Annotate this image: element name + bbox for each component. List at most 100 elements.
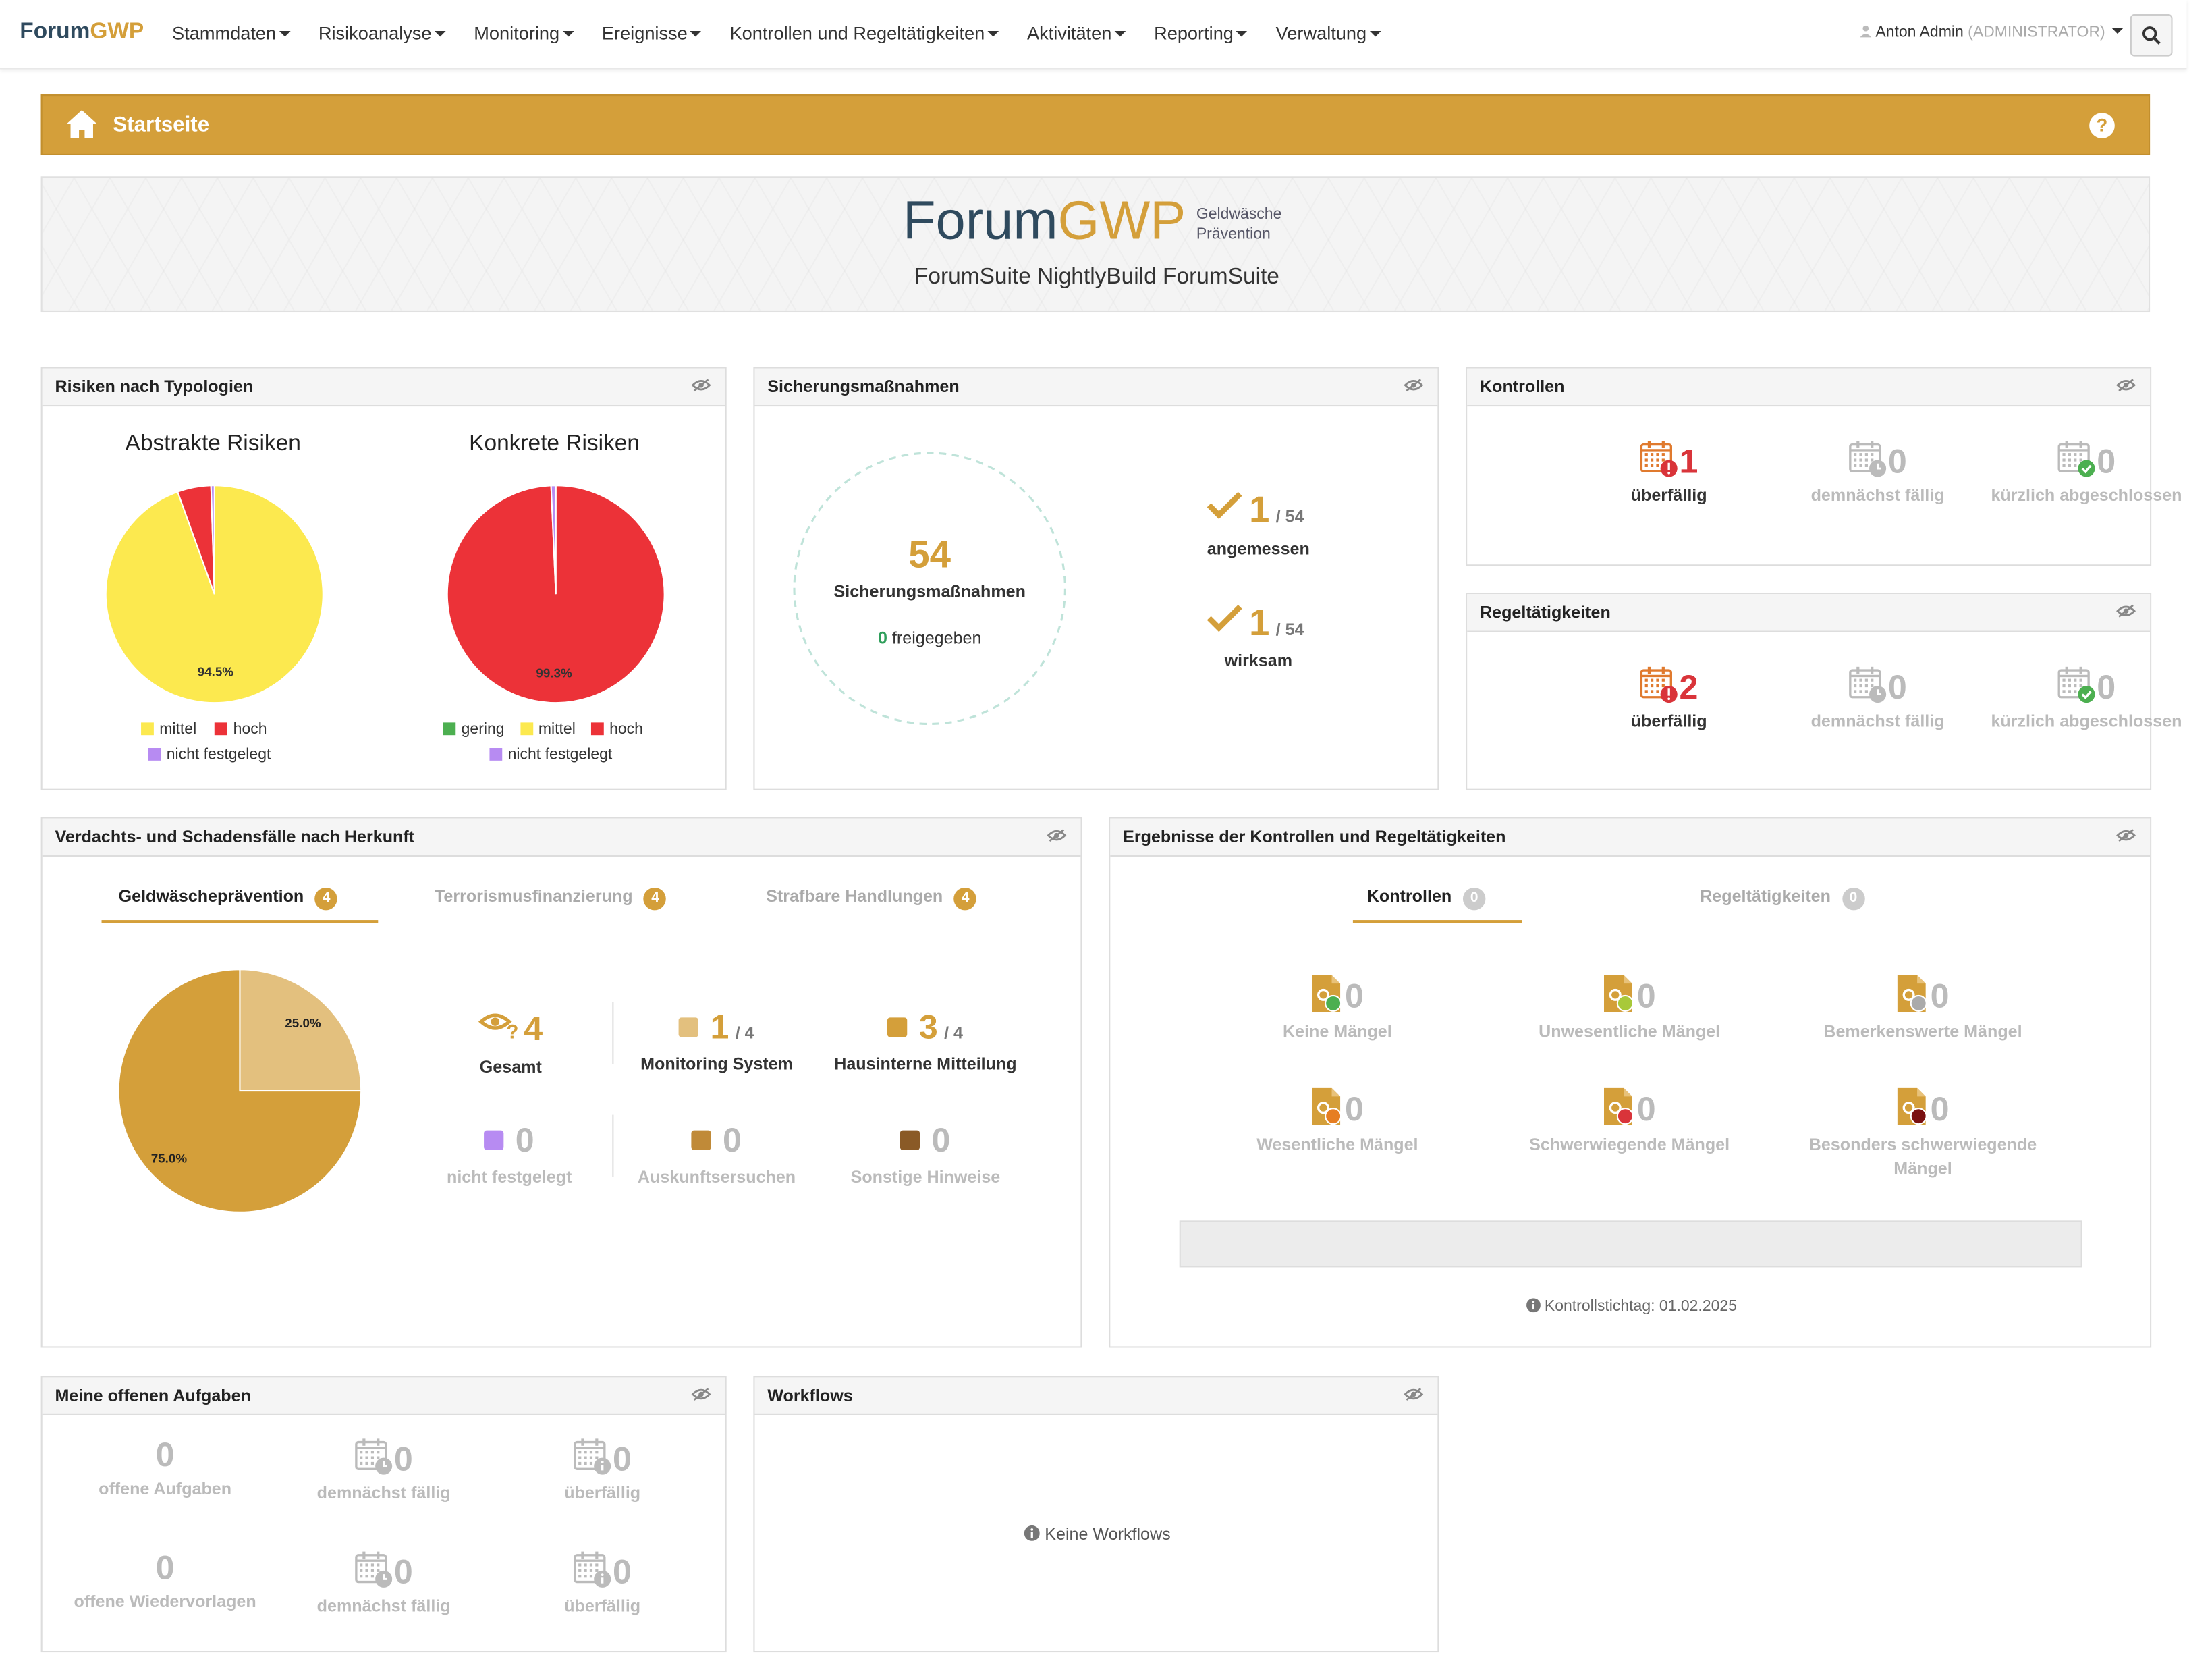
result-item[interactable]: 0 Besonders schwerwiegende Mängel xyxy=(1796,1087,2049,1181)
user-role: (ADMINISTRATOR) xyxy=(1968,24,2105,41)
tab-regeltaetigkeiten[interactable]: Regeltätigkeiten 0 xyxy=(1700,886,1865,911)
task-item[interactable]: 0 offene Aufgaben xyxy=(52,1436,277,1498)
pie-slice-hausinterne-mitteilung[interactable] xyxy=(117,969,362,1213)
brand-forum: Forum xyxy=(20,20,90,44)
result-count: 0 xyxy=(1636,1091,1656,1129)
task-count: 0 xyxy=(393,1553,413,1592)
task-label: offene Aufgaben xyxy=(99,1478,232,1499)
herkunft-stat[interactable]: 0 nicht festgelegt xyxy=(396,1122,621,1187)
pie-label-abstrakt: 94.5% xyxy=(197,664,234,679)
document-result-icon xyxy=(1898,975,1928,1012)
result-label: Wesentliche Mängel xyxy=(1256,1134,1418,1155)
status-label: überfällig xyxy=(1630,711,1707,731)
tab-kontrollen[interactable]: Kontrollen 0 xyxy=(1367,886,1486,911)
freigegeben-row[interactable]: 0 freigegeben xyxy=(877,628,982,648)
sicherung-count[interactable]: 54 xyxy=(908,533,951,576)
herkunft-stat[interactable]: 0 Sonstige Hinweise xyxy=(812,1122,1038,1187)
task-item[interactable]: 0 demnächst fällig xyxy=(271,1436,496,1503)
menu-monitoring[interactable]: Monitoring xyxy=(474,22,574,44)
status-item[interactable]: 0 kürzlich abgeschlossen xyxy=(1981,439,2192,505)
result-item[interactable]: 0 Wesentliche Mängel xyxy=(1211,1087,1464,1158)
task-item[interactable]: 0 offene Wiedervorlagen xyxy=(52,1549,277,1611)
home-icon[interactable] xyxy=(65,109,99,140)
calendar-icon xyxy=(2058,441,2096,477)
menu-risikoanalyse[interactable]: Risikoanalyse xyxy=(319,22,446,44)
eye-slash-icon[interactable] xyxy=(1404,1387,1424,1401)
task-item[interactable]: 0 überfällig xyxy=(489,1549,715,1616)
menu-ereignisse[interactable]: Ereignisse xyxy=(602,22,702,44)
status-item[interactable]: 0 demnächst fällig xyxy=(1772,439,1984,505)
color-swatch xyxy=(887,1017,908,1037)
panel-workflows: Workflows Keine Workflows xyxy=(753,1376,1439,1653)
eye-slash-icon[interactable] xyxy=(2116,604,2136,618)
task-count: 0 xyxy=(393,1440,413,1479)
panel-kontrollen: Kontrollen 1 überfällig 0 demnächst fälli… xyxy=(1466,367,2182,566)
calendar-icon xyxy=(1849,441,1887,477)
wirksam-label: wirksam xyxy=(1224,650,1293,671)
panel-title: Meine offenen Aufgaben xyxy=(55,1385,251,1406)
tab-geldwaeschepraevention[interactable]: Geldwäscheprävention 4 xyxy=(119,886,338,911)
eye-slash-icon[interactable] xyxy=(691,378,711,392)
tab-count-badge: 0 xyxy=(1462,887,1486,911)
panel-risiken: Risiken nach Typologien Abstrakte Risike… xyxy=(40,367,727,790)
stat-label: Sonstige Hinweise xyxy=(850,1166,1001,1187)
divider xyxy=(612,1114,614,1177)
color-swatch xyxy=(900,1130,920,1150)
panel-title: Ergebnisse der Kontrollen und Regeltätig… xyxy=(1123,827,1506,847)
document-result-icon xyxy=(1898,1087,1928,1125)
herkunft-stat[interactable]: 0 Auskunftsersuchen xyxy=(604,1122,829,1187)
panel-verdachtsfaelle: Verdachts- und Schadensfälle nach Herkun… xyxy=(40,817,1082,1348)
result-item[interactable]: 0 Bemerkenswerte Mängel xyxy=(1796,974,2049,1045)
legend-item: hoch xyxy=(590,721,643,738)
menu-stammdaten[interactable]: Stammdaten xyxy=(172,22,291,44)
stat-count: 0 xyxy=(931,1122,951,1160)
menu-kontrollen[interactable]: Kontrollen und Regeltätigkeiten xyxy=(729,22,999,44)
pie-slice-nicht-festgelegt[interactable] xyxy=(550,485,557,595)
pie-abstrakt xyxy=(105,485,324,704)
calendar-icon xyxy=(574,1551,611,1588)
tab-terrorismusfinanzierung[interactable]: Terrorismusfinanzierung 4 xyxy=(435,886,667,911)
user-icon xyxy=(1860,25,1872,38)
task-label: offene Wiedervorlagen xyxy=(74,1592,256,1612)
gesamt-stat[interactable]: ? 4 xyxy=(466,1009,556,1050)
pie-title-konkret: Konkrete Risiken xyxy=(469,431,640,456)
task-item[interactable]: 0 demnächst fällig xyxy=(271,1549,496,1616)
herkunft-stat[interactable]: 3 / 4 Hausinterne Mitteilung xyxy=(812,1009,1038,1074)
eye-slash-icon[interactable] xyxy=(2116,828,2136,842)
task-count: 0 xyxy=(612,1440,632,1479)
result-item[interactable]: 0 Keine Mängel xyxy=(1211,974,1464,1045)
angemessen-stat[interactable]: 1 / 54 xyxy=(1206,488,1304,532)
stat-count: 0 xyxy=(723,1122,742,1160)
status-count: 0 xyxy=(1887,443,1907,481)
tab-count-badge: 4 xyxy=(953,887,977,911)
result-label: Keine Mängel xyxy=(1283,1021,1392,1042)
task-item[interactable]: 0 überfällig xyxy=(489,1436,715,1503)
status-item[interactable]: 1 überfällig xyxy=(1563,439,1775,505)
color-swatch xyxy=(679,1017,699,1037)
herkunft-stat[interactable]: 1 / 4 Monitoring System xyxy=(604,1009,829,1074)
help-icon[interactable]: ? xyxy=(2089,113,2115,138)
tab-count-badge: 0 xyxy=(1842,887,1865,911)
status-item[interactable]: 0 kürzlich abgeschlossen xyxy=(1981,665,2192,731)
eye-question-icon: ? xyxy=(478,1013,519,1044)
eye-slash-icon[interactable] xyxy=(1047,828,1067,842)
status-item[interactable]: 0 demnächst fällig xyxy=(1772,665,1984,731)
menu-aktivitaeten[interactable]: Aktivitäten xyxy=(1027,22,1126,44)
menu-reporting[interactable]: Reporting xyxy=(1154,22,1248,44)
wirksam-stat[interactable]: 1 / 54 xyxy=(1206,601,1304,645)
menu-verwaltung[interactable]: Verwaltung xyxy=(1276,22,1381,44)
status-item[interactable]: 2 überfällig xyxy=(1563,665,1775,731)
tab-strafbare-handlungen[interactable]: Strafbare Handlungen 4 xyxy=(766,886,977,911)
result-item[interactable]: 0 Unwesentliche Mängel xyxy=(1502,974,1756,1045)
status-count: 2 xyxy=(1679,668,1698,707)
eye-slash-icon[interactable] xyxy=(691,1387,711,1401)
eye-slash-icon[interactable] xyxy=(1404,378,1424,392)
search-button[interactable] xyxy=(2130,14,2173,57)
stat-count: 3 xyxy=(918,1008,938,1048)
user-menu[interactable]: Anton Admin (ADMINISTRATOR) xyxy=(1859,24,2124,41)
eye-slash-icon[interactable] xyxy=(2116,378,2136,392)
pie-slice-monitoring-system[interactable] xyxy=(239,969,362,1092)
brand-logo[interactable]: ForumGWP xyxy=(20,20,144,45)
pie-slice-nicht-festgelegt[interactable] xyxy=(210,485,215,595)
result-item[interactable]: 0 Schwerwiegende Mängel xyxy=(1502,1087,1756,1158)
